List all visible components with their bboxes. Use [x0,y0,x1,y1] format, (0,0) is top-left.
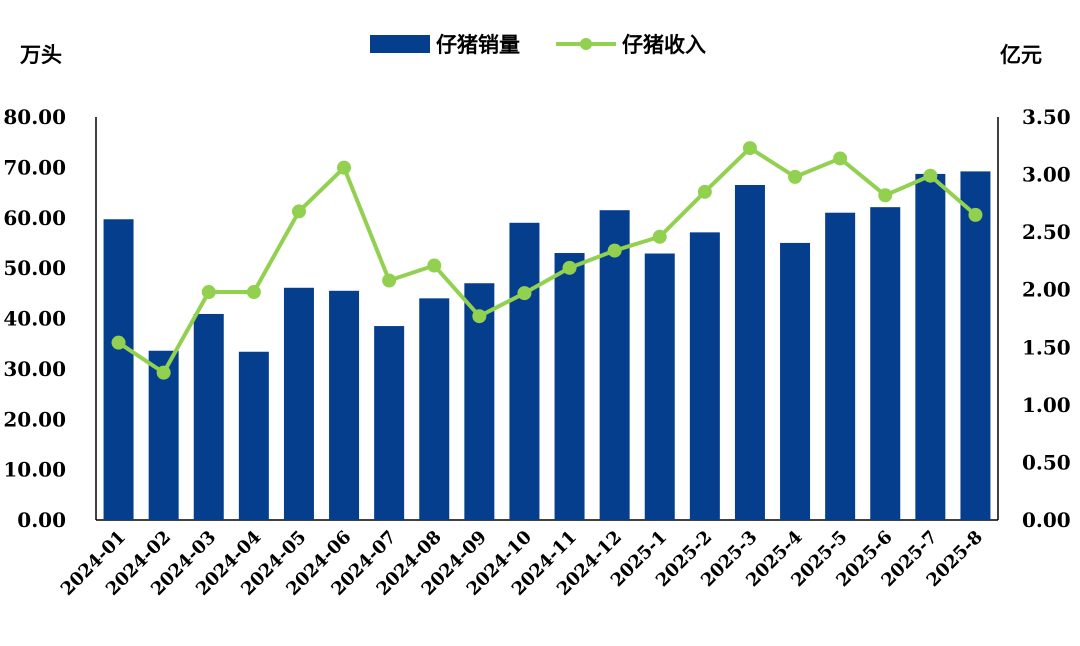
bar-2025-8 [960,171,991,520]
point-2024-05 [291,204,306,219]
point-2024-01 [111,335,126,350]
bar-2025-5 [825,212,856,520]
y-right-tick-label: 3.50 [1022,105,1071,129]
point-2024-11 [562,260,577,275]
y-axis-left-ticks: 0.00 10.00 20.00 30.00 40.00 50.00 60.00 70.00 8… [3,105,66,532]
y-left-tick-label: 40.00 [3,307,66,331]
point-2024-02 [156,365,171,380]
point-2025-6 [878,188,893,203]
bar-2025-7 [915,173,946,520]
y-left-tick-label: 10.00 [3,458,66,482]
y-left-tick-label: 0.00 [17,508,66,532]
y-right-tick-label: 3.00 [1022,163,1071,187]
y-left-tick-label: 70.00 [3,155,66,179]
y-right-tick-label: 1.50 [1022,335,1071,359]
y-right-tick-label: 1.00 [1022,393,1071,417]
y-axis-right-ticks: 0.00 0.50 1.00 1.50 2.00 2.50 3.00 3.50 [1022,105,1071,532]
y-left-tick-label: 50.00 [3,256,66,280]
point-2024-08 [427,258,442,273]
point-2025-4 [788,169,803,184]
income-line [117,146,977,375]
bar-2024-07 [374,326,405,520]
bar-2024-08 [419,298,450,520]
point-2025-7 [923,168,938,183]
bar-2025-1 [644,253,675,521]
bar-2025-3 [734,185,765,520]
bar-2024-12 [599,210,630,520]
legend-label-line: 仔猪收入 [622,33,706,57]
point-2024-09 [472,309,487,324]
bar-2025-4 [780,242,811,520]
y-right-tick-label: 0.00 [1022,508,1071,532]
legend-swatch-bar [370,35,430,53]
line-series [111,141,983,380]
y-left-tick-label: 30.00 [3,357,66,381]
bar-2025-6 [870,207,901,520]
point-2025-3 [742,141,757,156]
bar-2024-01 [103,219,134,521]
y-right-tick-label: 0.50 [1022,450,1071,474]
point-2025-2 [697,184,712,199]
bar-series [103,171,991,521]
y-left-tick-label: 20.00 [3,407,66,431]
point-2025-5 [833,151,848,166]
point-2025-8 [968,207,983,222]
y-left-tick-label: 60.00 [3,206,66,230]
bar-2024-04 [238,351,269,520]
legend-swatch-marker [580,38,592,50]
y-right-tick-label: 2.50 [1022,220,1071,244]
legend-label-bar: 仔猪销量 [436,33,520,57]
y-axis-right-unit: 亿元 [1000,43,1042,67]
bar-2025-2 [689,232,720,520]
y-left-tick-label: 80.00 [3,105,66,129]
point-2024-03 [201,285,216,300]
legend: 仔猪销量 仔猪收入 [370,33,706,57]
y-right-tick-label: 2.00 [1022,278,1071,302]
bar-2024-11 [554,253,585,520]
y-axis-left-unit: 万头 [19,43,62,67]
point-2024-07 [382,273,397,288]
bar-2024-03 [193,313,224,520]
x-axis-ticks: 2024-012024-022024-032024-042024-052024-… [57,527,987,600]
point-2024-10 [517,286,532,301]
point-2024-04 [246,285,261,300]
bar-2024-10 [509,222,540,520]
point-2025-1 [652,229,667,244]
bar-2024-05 [283,287,314,520]
point-2024-12 [607,243,622,258]
point-2024-06 [337,160,352,175]
bar-2024-06 [329,290,360,520]
